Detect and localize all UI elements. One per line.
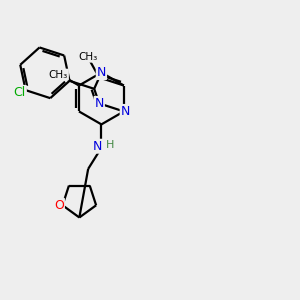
Text: N: N xyxy=(97,66,106,79)
Text: O: O xyxy=(54,199,64,212)
Text: H: H xyxy=(106,140,114,150)
Text: N: N xyxy=(93,140,103,153)
Text: N: N xyxy=(121,105,130,118)
Text: CH₃: CH₃ xyxy=(49,70,68,80)
Text: Cl: Cl xyxy=(14,86,26,99)
Text: CH₃: CH₃ xyxy=(79,52,98,62)
Text: N: N xyxy=(94,97,104,110)
